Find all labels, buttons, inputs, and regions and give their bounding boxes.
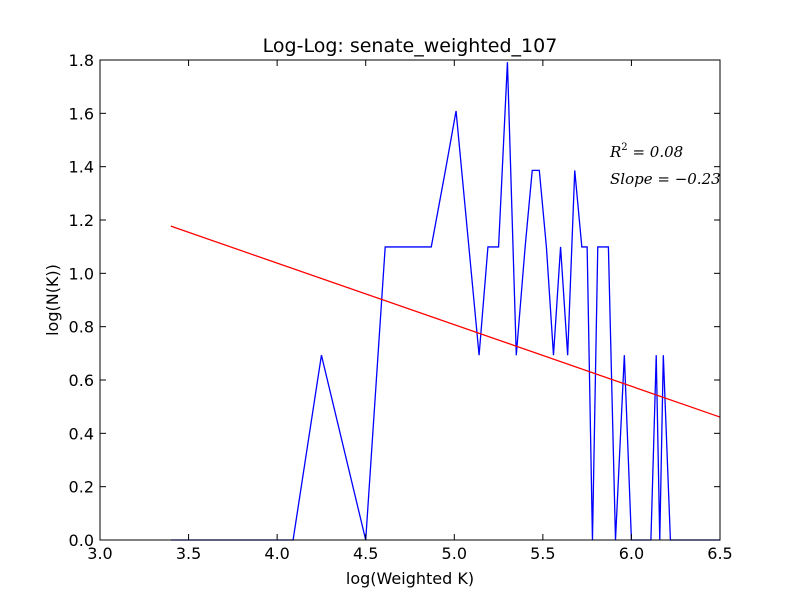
r-squared-superscript: 2 — [621, 142, 627, 153]
y-tick-label: 1.0 — [69, 264, 94, 283]
y-axis-label: log(N(K)) — [43, 264, 62, 336]
r-squared-annotation: R2 = 0.08 — [609, 142, 683, 161]
x-tick-label: 5.5 — [530, 544, 555, 563]
x-tick-label: 3.5 — [176, 544, 201, 563]
y-tick-label: 0.0 — [69, 531, 94, 550]
x-tick-label: 3.0 — [87, 544, 112, 563]
x-tick-label: 5.0 — [442, 544, 467, 563]
x-axis-label: log(Weighted K) — [346, 569, 474, 588]
r-squared-value: = 0.08 — [628, 143, 684, 161]
y-tick-label: 0.6 — [69, 371, 94, 390]
chart-title: Log-Log: senate_weighted_107 — [263, 35, 558, 57]
x-tick-label: 4.0 — [264, 544, 289, 563]
y-tick-label: 1.4 — [69, 158, 94, 177]
y-tick-label: 1.8 — [69, 51, 94, 70]
r-squared-base: R — [609, 143, 621, 161]
y-tick-label: 1.2 — [69, 211, 94, 230]
y-tick-label: 0.4 — [69, 424, 94, 443]
fit-line — [170, 225, 721, 418]
x-tick-label: 6.5 — [707, 544, 732, 563]
y-tick-label: 0.2 — [69, 478, 94, 497]
plot-frame — [99, 59, 721, 541]
x-tick-label: 6.0 — [619, 544, 644, 563]
x-tick-label: 4.5 — [353, 544, 378, 563]
y-tick-label: 1.6 — [69, 104, 94, 123]
slope-annotation: Slope = −0.23 — [610, 170, 721, 188]
y-tick-label: 0.8 — [69, 318, 94, 337]
